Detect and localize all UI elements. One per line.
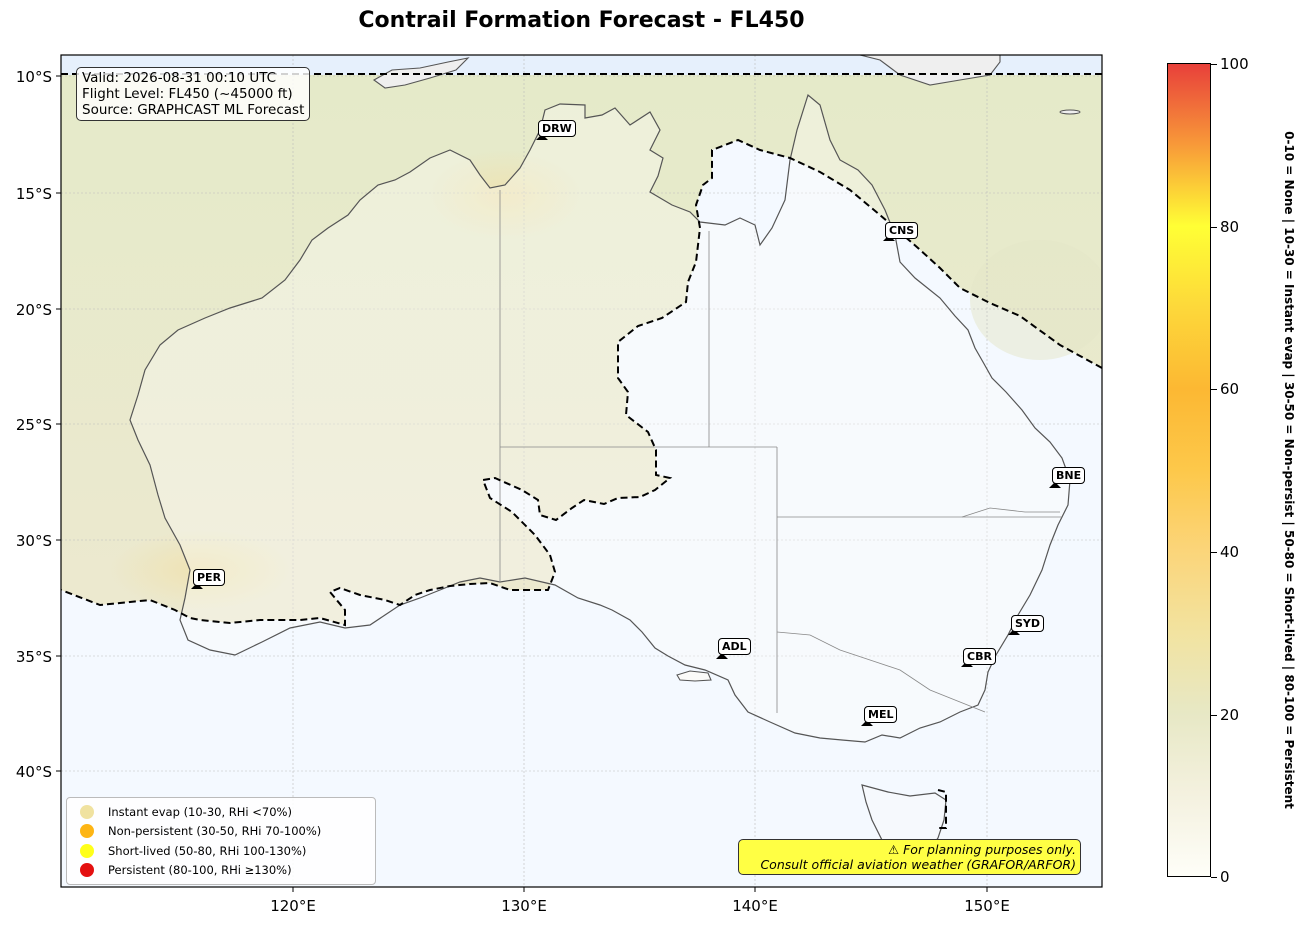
colorbar-tick: [1211, 389, 1217, 390]
lon-tick-label: 150°E: [964, 897, 1010, 915]
australia-coastline: [129, 93, 1071, 743]
legend-label: Non-persistent (30-50, RHi 70-100%): [108, 824, 322, 839]
colorbar-tick-label: 0: [1220, 868, 1230, 886]
city-label-cns: CNS: [885, 222, 919, 239]
city-marker-mel: [861, 720, 873, 726]
kangaroo-island: [676, 670, 712, 682]
legend: Instant evap (10-30, RHi <70%) Non-persi…: [66, 797, 376, 885]
city-label-drw: DRW: [538, 120, 576, 137]
city-label-adl: ADL: [718, 638, 751, 655]
lat-tick-label: 30°S: [16, 532, 52, 550]
flight-level-text: Flight Level: FL450 (~45000 ft): [82, 86, 293, 102]
legend-swatch: [80, 824, 94, 839]
map-area: [61, 55, 1102, 887]
legend-item: Non-persistent (30-50, RHi 70-100%): [73, 822, 369, 842]
colorbar-tick-label: 100: [1220, 55, 1249, 73]
info-box: Valid: 2026-08-31 00:10 UTC Flight Level…: [76, 67, 311, 121]
map-frame: [60, 54, 1103, 888]
valid-time-text: Valid: 2026-08-31 00:10 UTC: [82, 70, 277, 86]
lon-tick-label: 130°E: [501, 897, 547, 915]
island: [1059, 109, 1081, 115]
legend-item: Instant evap (10-30, RHi <70%): [73, 802, 369, 822]
lon-tick-label: 120°E: [270, 897, 316, 915]
disclaimer-line2: Consult official aviation weather (GRAFO…: [760, 857, 1076, 872]
source-text: Source: GRAPHCAST ML Forecast: [82, 102, 305, 118]
lat-tick-label: 10°S: [16, 68, 52, 86]
disclaimer-box: ⚠ For planning purposes only. Consult of…: [738, 839, 1081, 875]
lat-tick-label: 15°S: [16, 185, 52, 203]
legend-label: Persistent (80-100, RHi ≥130%): [108, 863, 292, 878]
colorbar-tick: [1211, 64, 1217, 65]
colorbar-tick-label: 80: [1220, 218, 1240, 236]
city-label-per: PER: [193, 569, 226, 586]
colorbar-side-label: 0-10 = None | 10-30 = Instant evap | 30-…: [1282, 131, 1296, 809]
legend-label: Short-lived (50-80, RHi 100-130%): [108, 843, 307, 858]
city-label-cbr: CBR: [963, 648, 996, 665]
legend-item: Short-lived (50-80, RHi 100-130%): [73, 841, 369, 861]
axis-ticks: [56, 75, 988, 892]
legend-swatch: [80, 804, 94, 819]
legend-label: Instant evap (10-30, RHi <70%): [108, 804, 292, 819]
colorbar-tick: [1211, 715, 1217, 716]
warm-spot: [425, 150, 585, 240]
city-marker-per: [191, 583, 203, 589]
contrail-field-region: [61, 75, 1102, 625]
chart-title: Contrail Formation Forecast - FL450: [358, 8, 805, 33]
colorbar-tick: [1211, 877, 1217, 878]
colorbar-tick-label: 40: [1220, 543, 1240, 561]
lat-tick-label: 20°S: [16, 301, 52, 319]
city-marker-adl: [716, 653, 728, 659]
city-marker-syd: [1008, 629, 1020, 635]
state-borders: [499, 190, 1062, 713]
colorbar-tick: [1211, 552, 1217, 553]
top-ocean-band: [61, 55, 1102, 75]
disclaimer-line1: ⚠ For planning purposes only.: [888, 842, 1076, 857]
city-marker-bne: [1049, 482, 1061, 488]
lat-tick-label: 40°S: [16, 763, 52, 781]
colorbar-tick-label: 60: [1220, 380, 1240, 398]
colorbar: [1167, 63, 1211, 877]
city-marker-drw: [536, 134, 548, 140]
legend-swatch: [80, 843, 94, 858]
city-label-syd: SYD: [1011, 615, 1045, 632]
legend-item: Persistent (80-100, RHi ≥130%): [73, 861, 369, 881]
lat-tick-label: 35°S: [16, 648, 52, 666]
lat-tick-label: 25°S: [16, 416, 52, 434]
new-guinea-coast: [820, 55, 1001, 86]
city-label-bne: BNE: [1052, 467, 1086, 484]
timor-coast: [372, 57, 470, 89]
lon-tick-label: 140°E: [732, 897, 778, 915]
colorbar-tick-label: 20: [1220, 706, 1240, 724]
colorbar-tick: [1211, 227, 1217, 228]
legend-swatch: [80, 863, 94, 878]
coral-sea-patch: [970, 240, 1102, 360]
city-label-mel: MEL: [864, 706, 898, 723]
contour-boundary: [61, 73, 1102, 829]
